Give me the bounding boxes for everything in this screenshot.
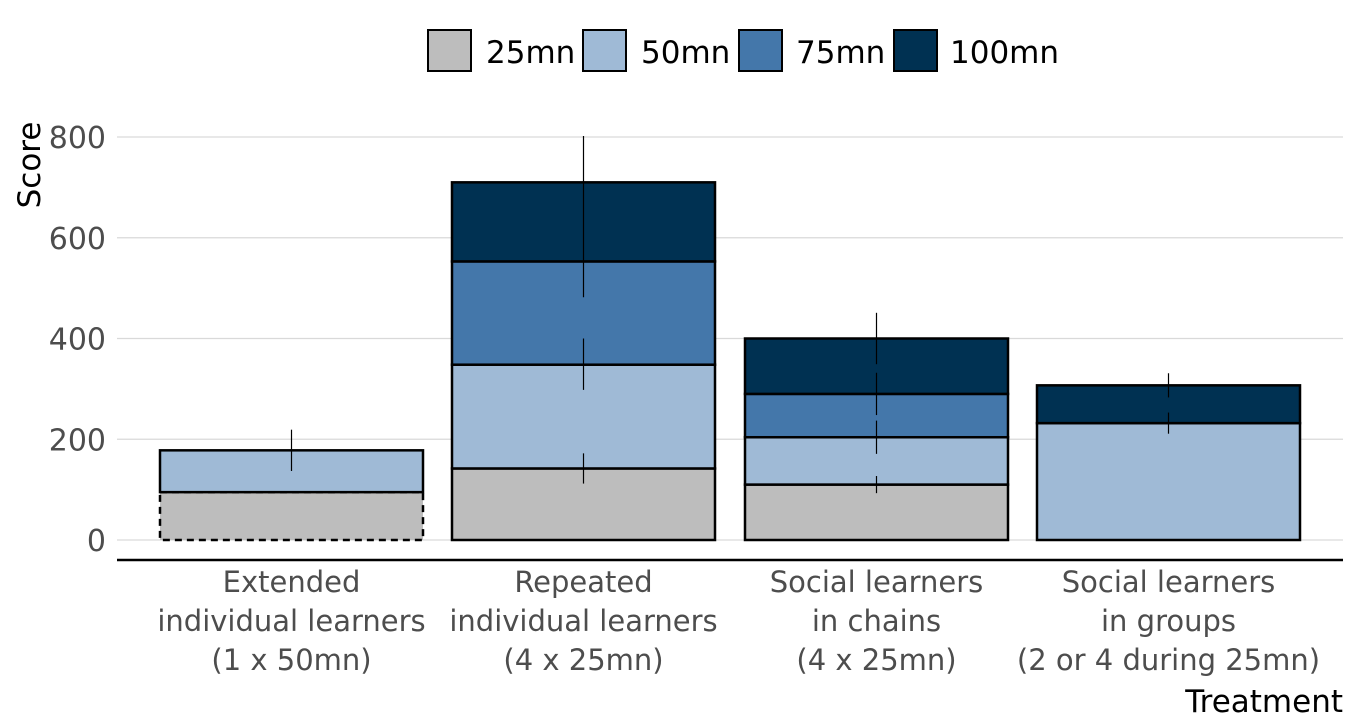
x-category-label-line: individual learners (157, 604, 425, 638)
bar-segment-50mn (1035, 421, 1302, 542)
legend: 25mn 50mn 75mn 100mn (427, 29, 1059, 72)
legend-swatch-100mn (893, 29, 938, 72)
legend-label-25mn: 25mn (486, 35, 575, 71)
legend-label-100mn: 100mn (950, 35, 1059, 71)
error-bars (290, 135, 1170, 494)
x-category-label-line: in groups (1101, 604, 1236, 638)
x-category-label: Repeated individual learners (4 x 25mn) (449, 565, 717, 677)
x-category-label-line: (2 or 4 during 25mn) (1017, 643, 1320, 677)
x-category-label-line: individual learners (449, 604, 717, 638)
y-tick-label: 0 (87, 524, 106, 559)
y-tick-label: 800 (49, 121, 106, 156)
x-category-label-line: in chains (812, 604, 941, 638)
y-tick-label: 200 (49, 423, 106, 458)
y-axis-ticks: 0 200 400 600 800 (49, 121, 106, 559)
x-category-label-line: Extended (223, 565, 361, 599)
legend-swatch-50mn (582, 29, 627, 72)
x-category-label-line: Social learners (770, 565, 984, 599)
x-category-label-line: Social learners (1062, 565, 1276, 599)
x-category-label-line: (1 x 50mn) (211, 643, 371, 677)
legend-label-75mn: 75mn (796, 35, 885, 71)
legend-swatch-75mn (738, 29, 783, 72)
x-axis-title: Treatment (1184, 684, 1343, 720)
y-tick-label: 400 (49, 323, 106, 358)
y-axis-title: Score (12, 122, 48, 209)
legend-swatch-25mn (427, 29, 472, 72)
legend-label-50mn: 50mn (641, 35, 730, 71)
x-category-label-line: (4 x 25mn) (796, 643, 956, 677)
bar-segment-25mn (450, 467, 717, 542)
x-category-label: Social learners in groups (2 or 4 during 2… (1017, 565, 1320, 677)
bar-segment-25mn (158, 490, 425, 542)
x-category-label: Extended individual learners (1 x 50mn) (157, 565, 425, 677)
x-category-label: Social learners in chains (4 x 25mn) (770, 565, 984, 677)
bars (158, 181, 1302, 542)
y-tick-label: 600 (49, 222, 106, 257)
x-category-label-line: Repeated (514, 565, 652, 599)
x-axis-category-labels: Extended individual learners (1 x 50mn) Rep… (157, 565, 1320, 677)
x-category-label-line: (4 x 25mn) (503, 643, 663, 677)
